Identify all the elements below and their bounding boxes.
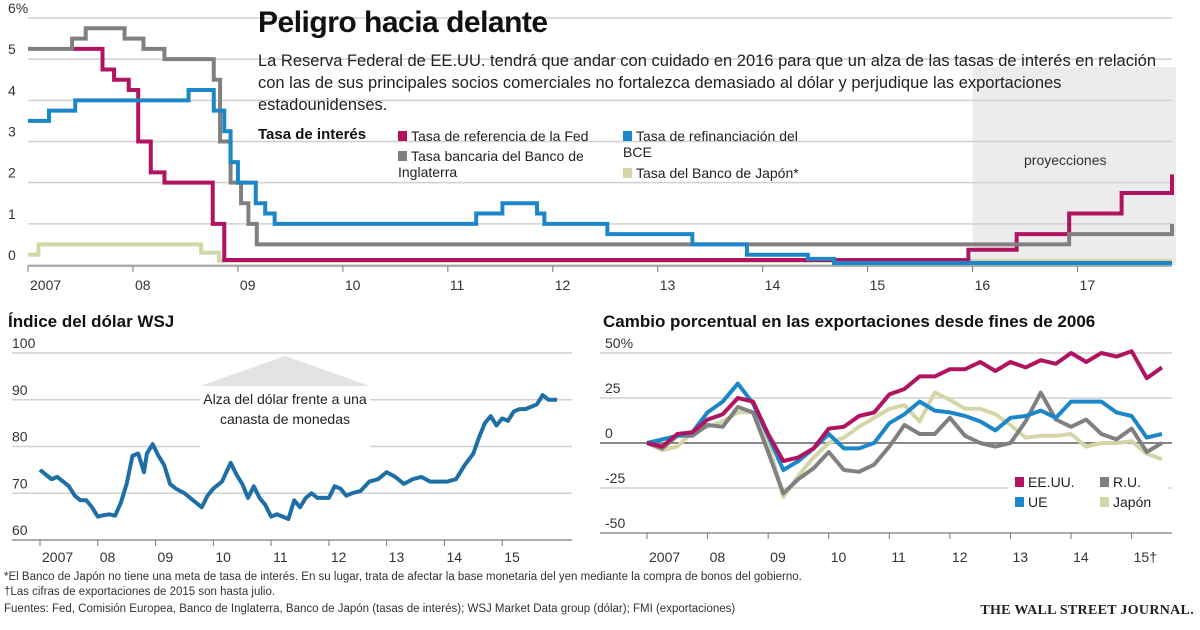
legend-item-us: EE.UU. (1015, 474, 1075, 490)
legend-label-us: EE.UU. (1028, 474, 1075, 490)
rates-xtick-label: 10 (345, 277, 361, 293)
rates-legend-title: Tasa de interés (258, 126, 367, 143)
legend-swatch-boj (623, 168, 632, 178)
exports-xtick-label: 15† (1134, 549, 1157, 565)
legend-item-boj: Tasa del Banco de Japón* (623, 165, 799, 181)
dollar-annotation-bg (200, 386, 370, 448)
rates-line-boj (28, 242, 1172, 263)
rates-ytick-label: 4 (8, 82, 16, 98)
legend-label-eu: UE (1028, 494, 1048, 510)
exports-line-boe (646, 390, 1163, 496)
exports-xtick-label: 09 (770, 549, 786, 565)
legend-swatch-eu (1015, 497, 1024, 507)
dollar-annotation-arrow (200, 356, 370, 386)
rates-xtick-label: 13 (660, 277, 676, 293)
footnote-boj: *El Banco de Japón no tiene una meta de … (4, 571, 802, 583)
legend-label-boj: Tasa del Banco de Japón* (636, 165, 799, 181)
legend-item-fed: Tasa de referencia de la Fed (398, 128, 588, 144)
dollar-xtick-label: 11 (273, 549, 288, 565)
rates-ytick-label: 3 (8, 124, 16, 140)
dollar-xtick-label: 15 (504, 549, 520, 565)
rates-xtick-label: 2007 (30, 277, 61, 293)
rates-ytick-label: 1 (8, 206, 16, 222)
dollar-xtick-label: 09 (158, 549, 174, 565)
dollar-index-line (38, 393, 558, 521)
dollar-ytick-label: 70 (12, 475, 28, 491)
legend-item-jp: Japón (1100, 494, 1151, 510)
rates-ytick-label: 5 (8, 41, 16, 57)
rates-line-boe (28, 26, 1174, 247)
rates-ytick-label: 2 (8, 165, 16, 181)
rates-line-ecb (28, 88, 1172, 265)
dollar-xtick-label: 08 (100, 549, 116, 565)
rates-xtick-label: 09 (240, 277, 256, 293)
exports-xtick-label: 08 (710, 549, 726, 565)
legend-item-ecb: Tasa de refinanciación del BCE (623, 128, 798, 160)
legend-item-eu: UE (1015, 494, 1047, 510)
exports-ytick-label: 25 (605, 380, 621, 396)
legend-label-jp: Japón (1113, 494, 1152, 510)
legend-item-boe: Tasa bancaria del Banco de Inglaterra (398, 148, 608, 180)
dollar-xtick-label: 2007 (42, 549, 73, 565)
dollar-xtick-label: 10 (215, 549, 231, 565)
legend-item-uk: R.U. (1100, 474, 1141, 490)
rates-ytick-label: 0 (8, 247, 16, 263)
exports-xtick-label: 10 (831, 549, 847, 565)
rates-xtick-label: 11 (450, 277, 465, 293)
dollar-xtick-label: 12 (331, 549, 347, 565)
exports-xtick-label: 12 (952, 549, 968, 565)
projection-label: proyecciones (1024, 152, 1107, 168)
page-title: Peligro hacia delante (258, 6, 548, 39)
legend-swatch-fed (398, 131, 407, 141)
sources: Fuentes: Fed, Comisión Europea, Banco de… (4, 603, 736, 615)
dollar-annotation: Alza del dólar frente a una canasta de m… (203, 391, 367, 427)
legend-swatch-jp (1100, 497, 1109, 507)
dollar-ytick-label: 60 (12, 522, 28, 538)
dollar-xtick-label: 14 (446, 549, 462, 565)
legend-swatch-uk (1100, 477, 1109, 487)
legend-label-boe: Tasa bancaria del Banco de Inglaterra (398, 148, 584, 180)
rates-xtick-label: 12 (555, 277, 571, 293)
rates-xtick-label: 14 (765, 277, 781, 293)
exports-xtick-label: 11 (891, 549, 906, 565)
rates-xtick-label: 16 (975, 277, 991, 293)
exports-line-ecb (646, 381, 1163, 472)
exports-chart-title: Cambio porcentual en las exportaciones d… (603, 312, 1096, 331)
dollar-chart-title: Índice del dólar WSJ (8, 312, 175, 331)
exports-xtick-label: 13 (1012, 549, 1028, 565)
legend-label-fed: Tasa de referencia de la Fed (411, 128, 589, 144)
legend-label-uk: R.U. (1113, 474, 1141, 490)
footnote-exports: †Las cifras de exportaciones de 2015 son… (4, 586, 276, 598)
legend-swatch-boe (398, 151, 407, 161)
legend-label-ecb: Tasa de refinanciación del BCE (623, 128, 798, 160)
legend-swatch-ecb (623, 131, 632, 141)
legend-swatch-us (1015, 477, 1024, 487)
wsj-logo: THE WALL STREET JOURNAL. (980, 603, 1194, 618)
exports-ytick-label: -25 (605, 470, 625, 486)
rates-xtick-label: 17 (1080, 277, 1096, 293)
rates-xtick-label: 15 (870, 277, 886, 293)
dollar-ytick-label: 80 (12, 429, 28, 445)
exports-ytick-label: 0 (605, 425, 613, 441)
exports-xtick-label: 14 (1073, 549, 1089, 565)
rates-line-fed (72, 46, 1174, 263)
rates-xtick-label: 08 (135, 277, 151, 293)
exports-ytick-label: 50% (605, 335, 633, 351)
dollar-ytick-label: 90 (12, 382, 28, 398)
exports-line-fed (646, 349, 1164, 463)
subtitle: La Reserva Federal de EE.UU. tendrá que … (258, 52, 1157, 114)
exports-xtick-label: 2007 (649, 549, 680, 565)
rates-ytick-label: 6% (8, 0, 28, 16)
exports-legend-bg (1008, 468, 1168, 516)
dollar-ytick-label: 100 (12, 335, 36, 351)
dollar-xtick-label: 13 (389, 549, 405, 565)
exports-ytick-label: -50 (605, 515, 625, 531)
